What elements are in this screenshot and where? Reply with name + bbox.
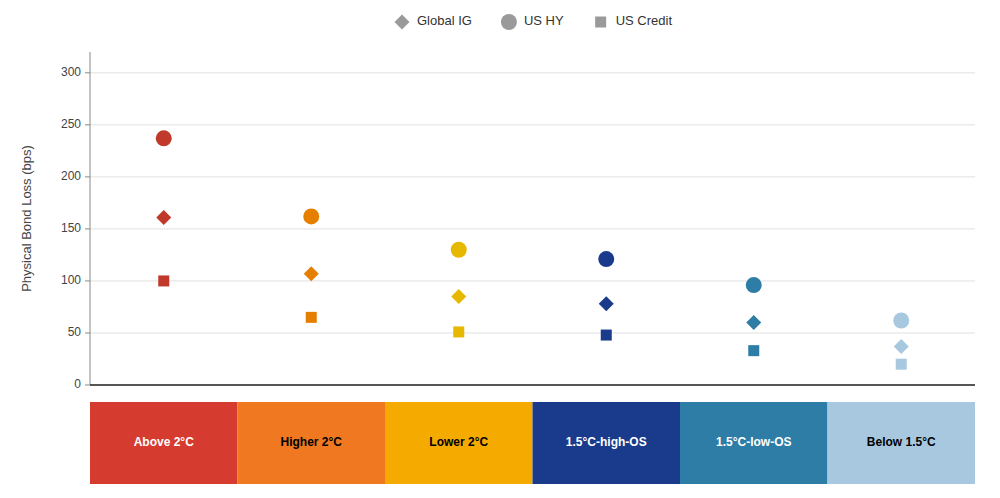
y-axis-label: Physical Bond Loss (bps) xyxy=(19,145,34,292)
point xyxy=(451,289,466,304)
category-band: Above 2°C Higher 2°C Lower 2°C 1.5°C-high-O… xyxy=(90,402,975,484)
point xyxy=(598,251,614,267)
y-tick-label: 100 xyxy=(61,273,81,287)
baseline xyxy=(90,384,975,386)
y-tick-label: 250 xyxy=(61,117,81,131)
y-axis-line xyxy=(90,52,91,385)
grid-line xyxy=(90,176,975,177)
legend-item: Global IG xyxy=(394,13,471,29)
y-tick xyxy=(85,176,90,177)
point xyxy=(156,210,171,225)
chart: 0 50 100 150 200 250 300 Physical Bond Loss (bp… xyxy=(0,0,1000,498)
point xyxy=(599,296,614,311)
legend-item: US Credit xyxy=(595,13,672,28)
point xyxy=(451,242,467,258)
y-tick xyxy=(85,124,90,125)
legend-label: US HY xyxy=(524,13,564,28)
category-label: Higher 2°C xyxy=(281,435,343,449)
grid-line xyxy=(90,385,975,386)
point xyxy=(748,345,759,356)
grid-line xyxy=(90,228,975,229)
y-tick-label: 50 xyxy=(68,325,82,339)
legend-label: Global IG xyxy=(417,13,472,28)
grid-line xyxy=(90,72,975,73)
category-box xyxy=(90,402,238,484)
grid-line xyxy=(90,332,975,333)
point xyxy=(746,315,761,330)
point xyxy=(601,330,612,341)
y-tick xyxy=(85,385,90,386)
category-box xyxy=(828,402,976,484)
y-tick-label: 150 xyxy=(61,221,81,235)
category-box xyxy=(680,402,828,484)
point xyxy=(453,326,464,337)
legend-marker xyxy=(501,14,517,30)
grid: 0 50 100 150 200 250 300 xyxy=(61,65,975,391)
legend-item: US HY xyxy=(501,13,564,30)
y-tick xyxy=(85,280,90,281)
point xyxy=(158,275,169,286)
y-tick-label: 200 xyxy=(61,169,81,183)
category-label: 1.5°C-high-OS xyxy=(566,435,647,449)
legend: Global IG US HY US Credit xyxy=(394,13,672,30)
point xyxy=(304,266,319,281)
marks xyxy=(156,130,910,369)
category-box xyxy=(238,402,386,484)
point xyxy=(156,130,172,146)
point xyxy=(894,339,909,354)
y-tick-label: 0 xyxy=(74,377,81,391)
series xyxy=(156,130,910,328)
point xyxy=(303,208,319,224)
point xyxy=(893,312,909,328)
category-label: Below 1.5°C xyxy=(867,435,936,449)
category-label: Above 2°C xyxy=(134,435,194,449)
legend-marker xyxy=(595,17,606,28)
category-box xyxy=(385,402,533,484)
point xyxy=(896,359,907,370)
point xyxy=(746,277,762,293)
point xyxy=(306,312,317,323)
category-label: 1.5°C-low-OS xyxy=(716,435,791,449)
y-tick xyxy=(85,72,90,73)
series xyxy=(156,210,909,354)
category-box xyxy=(533,402,681,484)
y-tick xyxy=(85,228,90,229)
grid-line xyxy=(90,280,975,281)
y-tick-label: 300 xyxy=(61,65,81,79)
series xyxy=(158,275,907,369)
grid-line xyxy=(90,124,975,125)
legend-marker xyxy=(394,15,409,30)
legend-label: US Credit xyxy=(616,13,673,28)
category-label: Lower 2°C xyxy=(429,435,488,449)
y-tick xyxy=(85,332,90,333)
